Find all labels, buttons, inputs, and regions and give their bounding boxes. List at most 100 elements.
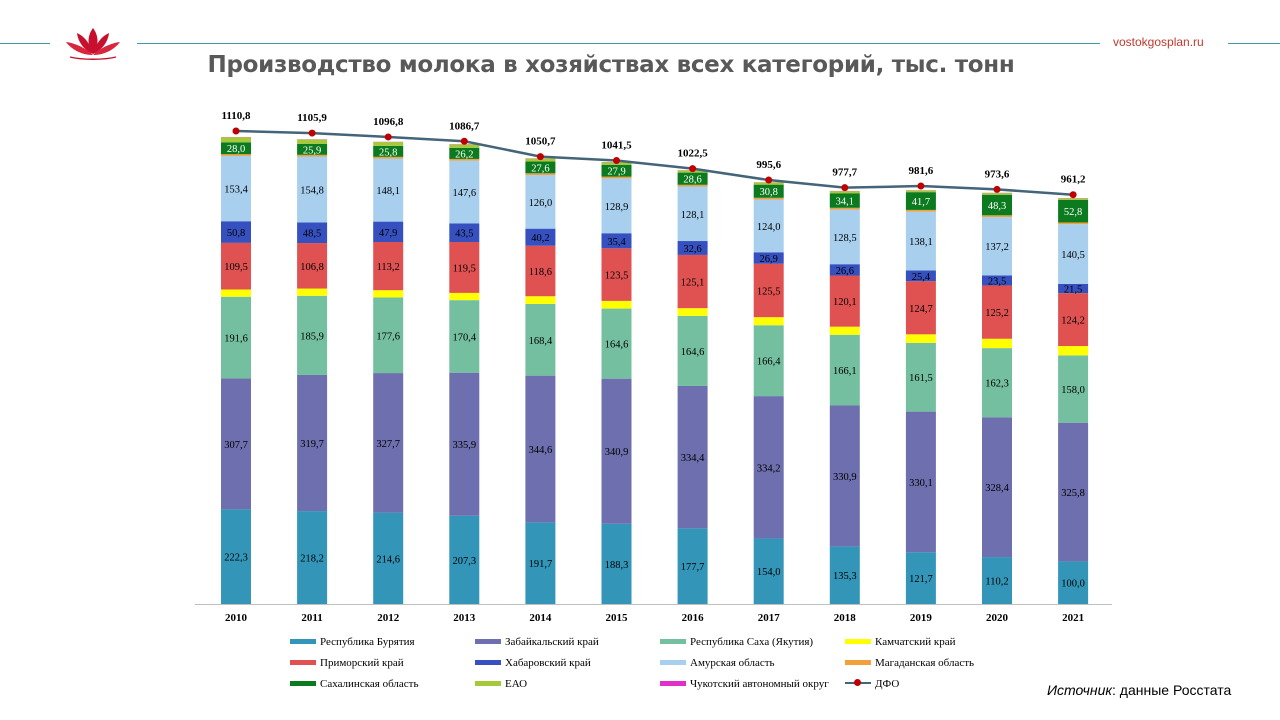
bar-segment <box>753 182 784 185</box>
legend-item: Сахалинская область <box>290 678 418 690</box>
bar-segment <box>601 176 632 179</box>
bar-segment <box>601 164 632 177</box>
x-tick-label: 2013 <box>453 612 476 624</box>
legend-label: ДФО <box>875 678 900 690</box>
data-label: 170,4 <box>452 332 476 343</box>
bar-segment <box>753 538 784 604</box>
bar-segment <box>982 557 1012 604</box>
data-label: 334,4 <box>681 453 705 464</box>
bar-segment <box>905 209 936 212</box>
data-label: 128,5 <box>833 233 857 244</box>
site-url[interactable]: vostokgosplan.ru <box>1113 35 1204 49</box>
bar-segment <box>905 190 936 193</box>
bar-segment <box>982 338 1012 349</box>
bar-segment <box>297 143 328 155</box>
legend-item: Магаданская область <box>845 657 974 669</box>
data-label: 23,5 <box>988 276 1006 287</box>
bar-segment <box>373 158 404 222</box>
legend-item: Республика Саха (Якутия) <box>660 636 813 648</box>
data-label: 28,6 <box>683 175 701 186</box>
data-label: 28,0 <box>227 144 245 155</box>
legend-label: Хабаровский край <box>505 657 591 669</box>
bar-segment <box>297 156 328 223</box>
data-label: 164,6 <box>681 347 705 358</box>
legend-item: Амурская область <box>660 657 775 669</box>
bar-segment <box>677 186 708 242</box>
data-label: 32,6 <box>683 244 701 255</box>
legend-swatch <box>290 680 316 686</box>
bar-segment <box>525 375 556 523</box>
legend-label: Республика Саха (Якутия) <box>690 636 814 648</box>
bar-segment <box>221 155 251 222</box>
legend-item: Камчатский край <box>845 636 955 648</box>
bar-segment <box>449 300 480 373</box>
legend-swatch <box>660 680 686 686</box>
data-label: 325,8 <box>1061 488 1085 499</box>
total-label: 977,7 <box>832 167 857 179</box>
bar-segment <box>677 385 708 529</box>
bar-segment <box>982 194 1012 216</box>
data-label: 124,2 <box>1061 316 1085 327</box>
bar-segment <box>221 221 251 243</box>
data-label: 128,1 <box>681 210 705 221</box>
total-label: 1050,7 <box>525 136 556 148</box>
data-label: 330,9 <box>833 472 857 483</box>
bar-segment <box>982 417 1012 558</box>
data-label: 154,0 <box>757 567 781 578</box>
bar-segment <box>753 325 784 397</box>
data-label: 140,5 <box>1061 250 1085 261</box>
bar-segment <box>221 378 251 510</box>
legend-item: ЕАО <box>475 678 527 690</box>
total-marker <box>460 137 468 145</box>
data-label: 334,2 <box>757 463 781 474</box>
legend-swatch <box>845 638 871 644</box>
legend-item: Чукотский автономный округ <box>660 678 829 690</box>
data-label: 164,6 <box>605 340 629 351</box>
bar-segment <box>221 296 251 379</box>
total-label: 1096,8 <box>373 116 404 128</box>
data-label: 100,0 <box>1061 579 1085 590</box>
data-label: 328,4 <box>985 483 1009 494</box>
bar-segment <box>905 552 936 604</box>
bar-segment <box>982 193 1012 195</box>
data-label: 161,5 <box>909 373 933 384</box>
data-label: 48,3 <box>988 201 1006 212</box>
data-label: 148,1 <box>376 186 400 197</box>
data-label: 207,3 <box>452 556 476 567</box>
bar-segment <box>525 522 556 604</box>
header-rule-left <box>0 43 50 44</box>
bar-segment <box>221 142 251 155</box>
data-label: 21,5 <box>1064 285 1082 296</box>
legend-swatch <box>475 680 501 686</box>
x-tick-label: 2018 <box>834 612 857 624</box>
bar-segment <box>677 241 708 255</box>
x-tick-label: 2014 <box>529 612 552 624</box>
header-rule-middle <box>137 43 1100 44</box>
legend-item: Республика Бурятия <box>290 636 415 648</box>
bar-segment <box>1058 293 1089 347</box>
bar-segment <box>1058 422 1089 562</box>
data-label: 158,0 <box>1061 385 1085 396</box>
total-label: 973,6 <box>985 168 1010 180</box>
data-label: 168,4 <box>529 336 553 347</box>
legend-item: ДФО <box>845 678 899 690</box>
data-label: 35,4 <box>607 237 626 248</box>
bar-segment <box>1058 198 1089 200</box>
bar-segment <box>982 215 1012 218</box>
total-label: 1110,8 <box>221 110 251 122</box>
bar-segment <box>373 156 404 159</box>
bar-segment <box>905 211 936 271</box>
bar-segment <box>677 315 708 386</box>
data-label: 335,9 <box>452 440 476 451</box>
bar-segment <box>677 184 708 187</box>
source-text: : данные Росстата <box>1112 682 1232 698</box>
data-label: 106,8 <box>300 262 324 273</box>
bar-segment <box>905 342 936 412</box>
total-marker <box>536 153 544 161</box>
source-label: Источник <box>1047 682 1113 698</box>
bar-segment <box>601 378 632 524</box>
bar-segment <box>525 173 556 175</box>
x-tick-label: 2017 <box>758 612 781 624</box>
bar-segment <box>1058 222 1089 225</box>
legend-label: Забайкальский край <box>505 636 599 648</box>
